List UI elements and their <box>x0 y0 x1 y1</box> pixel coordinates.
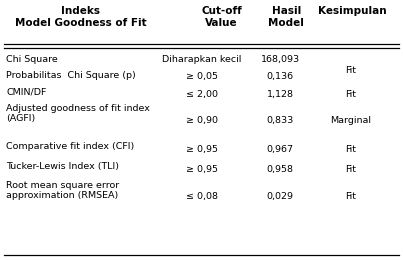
Text: ≤ 2,00: ≤ 2,00 <box>185 90 218 100</box>
Text: Probabilitas  Chi Square (p): Probabilitas Chi Square (p) <box>6 72 136 81</box>
Text: ≥ 0,95: ≥ 0,95 <box>185 165 218 174</box>
Text: Kesimpulan: Kesimpulan <box>318 6 387 16</box>
Text: 0,029: 0,029 <box>267 192 293 202</box>
Text: Marginal: Marginal <box>330 116 371 125</box>
Text: 0,833: 0,833 <box>266 116 294 125</box>
Text: Fit: Fit <box>345 145 356 154</box>
Text: ≤ 0,08: ≤ 0,08 <box>185 192 218 202</box>
Text: Diharapkan kecil: Diharapkan kecil <box>162 55 241 64</box>
Text: Tucker-Lewis Index (TLI): Tucker-Lewis Index (TLI) <box>6 162 119 171</box>
Text: ≥ 0,90: ≥ 0,90 <box>185 116 218 125</box>
Text: Comparative fit index (CFI): Comparative fit index (CFI) <box>6 142 134 152</box>
Text: Cut-off
Value: Cut-off Value <box>201 6 242 28</box>
Text: Fit: Fit <box>345 192 356 202</box>
Text: 0,958: 0,958 <box>267 165 293 174</box>
Text: ≥ 0,05: ≥ 0,05 <box>185 72 218 81</box>
Text: Root mean square error
approximation (RMSEA): Root mean square error approximation (RM… <box>6 181 119 200</box>
Text: CMIN/DF: CMIN/DF <box>6 88 46 97</box>
Text: Adjusted goodness of fit index
(AGFI): Adjusted goodness of fit index (AGFI) <box>6 104 150 123</box>
Text: Indeks
Model Goodness of Fit: Indeks Model Goodness of Fit <box>15 6 146 28</box>
Text: Fit: Fit <box>345 165 356 174</box>
Text: Fit: Fit <box>345 66 356 75</box>
Text: 168,093: 168,093 <box>260 55 300 64</box>
Text: 0,967: 0,967 <box>267 145 293 154</box>
Text: Chi Square: Chi Square <box>6 55 58 64</box>
Text: Fit: Fit <box>345 90 356 100</box>
Text: Hasil
Model: Hasil Model <box>268 6 304 28</box>
Text: 1,128: 1,128 <box>267 90 293 100</box>
Text: ≥ 0,95: ≥ 0,95 <box>185 145 218 154</box>
Text: 0,136: 0,136 <box>266 72 294 81</box>
